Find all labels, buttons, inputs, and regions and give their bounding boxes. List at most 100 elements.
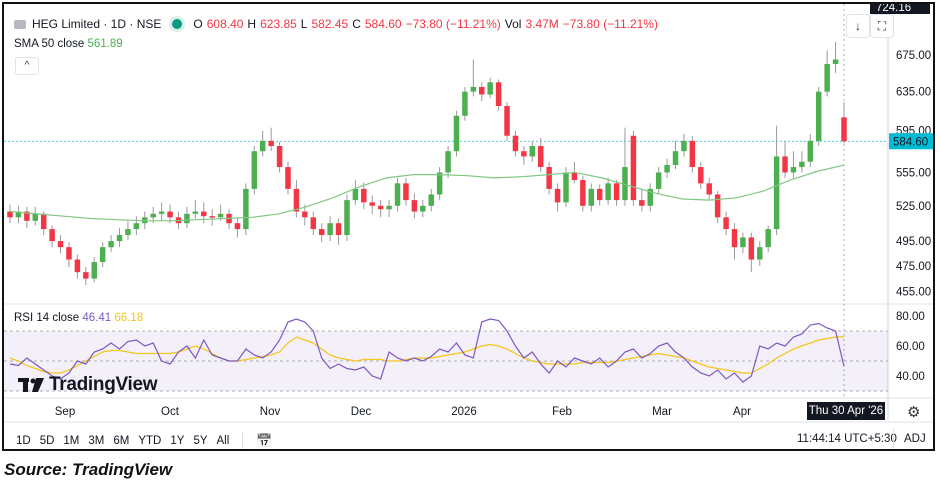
candle	[824, 50, 830, 97]
candle-body	[184, 213, 190, 224]
candle-body	[723, 217, 729, 230]
open-value: 608.40	[206, 17, 244, 31]
candle	[32, 206, 39, 226]
sma50-line	[9, 164, 845, 222]
candle-body	[318, 229, 325, 236]
vol-change-value: −73.80 (−11.21%)	[562, 17, 658, 31]
scroll-down-button[interactable]: ↓	[846, 14, 870, 38]
range-button-6m[interactable]: 6M	[113, 435, 130, 447]
candle-body	[377, 205, 384, 210]
candle	[765, 225, 771, 253]
candle-body	[512, 135, 519, 152]
symbol-title[interactable]: HEG Limited · 1D · NSE	[32, 17, 162, 31]
candle	[251, 146, 258, 195]
candle	[487, 77, 493, 99]
range-button-5d[interactable]: 5D	[39, 435, 55, 447]
candle-body	[462, 91, 468, 116]
candle	[731, 223, 738, 260]
range-button-all[interactable]: All	[216, 435, 230, 447]
candle-body	[217, 213, 224, 218]
low-value: 582.45	[311, 17, 349, 31]
candle-body	[268, 140, 274, 147]
adj-button[interactable]: ADJ	[904, 433, 926, 445]
range-button-1y[interactable]: 1Y	[170, 435, 185, 447]
candle	[369, 195, 375, 214]
candle-body	[571, 172, 578, 181]
rsi-ma-value: 66.18	[114, 312, 144, 324]
range-button-1d[interactable]: 1D	[16, 435, 31, 447]
candle-body	[748, 237, 755, 260]
candle	[622, 127, 628, 206]
open-label: O	[193, 17, 203, 31]
settings-gear-icon[interactable]: ⚙	[907, 404, 921, 421]
candle	[15, 205, 22, 224]
candle	[462, 86, 468, 121]
candle	[108, 235, 114, 253]
tradingview-wordmark: TradingView	[49, 374, 158, 395]
candle	[428, 188, 434, 212]
price-tick-label: 635.00	[896, 87, 931, 99]
candle-body	[310, 217, 317, 230]
candle	[605, 177, 611, 205]
candle	[302, 204, 308, 226]
time-axis-label: Apr	[733, 406, 751, 418]
candle	[647, 183, 653, 212]
range-button-1m[interactable]: 1M	[63, 435, 80, 447]
candle-body	[445, 151, 451, 173]
candle	[310, 211, 317, 236]
candle	[133, 216, 140, 236]
rsi-legend[interactable]: RSI 14 close 46.41 66.18	[14, 312, 143, 324]
range-button-ytd[interactable]: YTD	[138, 435, 162, 447]
candle	[335, 218, 342, 245]
candle-body	[495, 82, 502, 106]
candle	[664, 158, 670, 178]
range-button-5y[interactable]: 5Y	[193, 435, 208, 447]
candle-body	[276, 146, 283, 168]
candle	[698, 161, 704, 189]
candle-body	[57, 241, 64, 248]
candle	[184, 206, 190, 228]
candle-body	[504, 105, 510, 136]
candle-body	[765, 229, 771, 248]
candle-body	[832, 59, 839, 64]
candle-body	[335, 223, 342, 236]
chart-canvas[interactable]: 675.00635.00595.00555.00525.00495.00475.…	[4, 4, 935, 451]
candle-body	[420, 205, 426, 212]
candle-body	[630, 135, 637, 201]
candle-body	[369, 202, 375, 206]
candle-body	[580, 180, 586, 206]
candle	[49, 225, 55, 248]
candle	[234, 218, 241, 238]
market-status-icon	[169, 16, 186, 32]
candle-body	[91, 262, 97, 279]
candle-body	[731, 229, 738, 248]
candle	[411, 193, 418, 219]
candle-body	[706, 183, 712, 195]
candle-body	[546, 167, 552, 189]
candle-body	[192, 211, 199, 214]
candle	[512, 130, 519, 157]
candle	[613, 180, 620, 206]
candle-body	[293, 188, 300, 212]
candle	[453, 110, 460, 157]
fullscreen-button[interactable]: ⛶	[870, 14, 894, 38]
symbol-logo-icon	[14, 19, 26, 29]
top-price-tag-bg	[870, 4, 930, 14]
range-button-3m[interactable]: 3M	[88, 435, 105, 447]
candle-body	[133, 223, 140, 230]
candle	[740, 232, 746, 254]
candle	[436, 167, 443, 201]
candle	[352, 180, 359, 205]
range-toolbar: 1D 5D 1M 3M 6M YTD 1Y 5Y All 📅	[16, 432, 273, 449]
go-to-date-calendar-icon[interactable]: 📅	[256, 433, 273, 448]
collapse-legend-button[interactable]: ^	[15, 57, 39, 75]
candle	[158, 202, 165, 221]
candle	[580, 175, 586, 212]
candle	[689, 135, 696, 173]
candle-body	[352, 188, 359, 201]
candle-body	[428, 194, 434, 206]
candle	[630, 130, 637, 206]
candle	[504, 102, 510, 141]
clock-timezone[interactable]: 11:44:14 UTC+5:30	[797, 433, 897, 445]
sma-legend[interactable]: SMA 50 close 561.89	[14, 38, 123, 50]
